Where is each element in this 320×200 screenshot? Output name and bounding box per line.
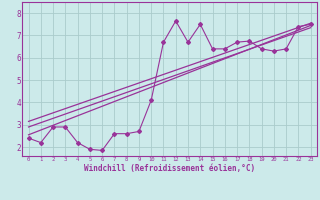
X-axis label: Windchill (Refroidissement éolien,°C): Windchill (Refroidissement éolien,°C) bbox=[84, 164, 255, 173]
